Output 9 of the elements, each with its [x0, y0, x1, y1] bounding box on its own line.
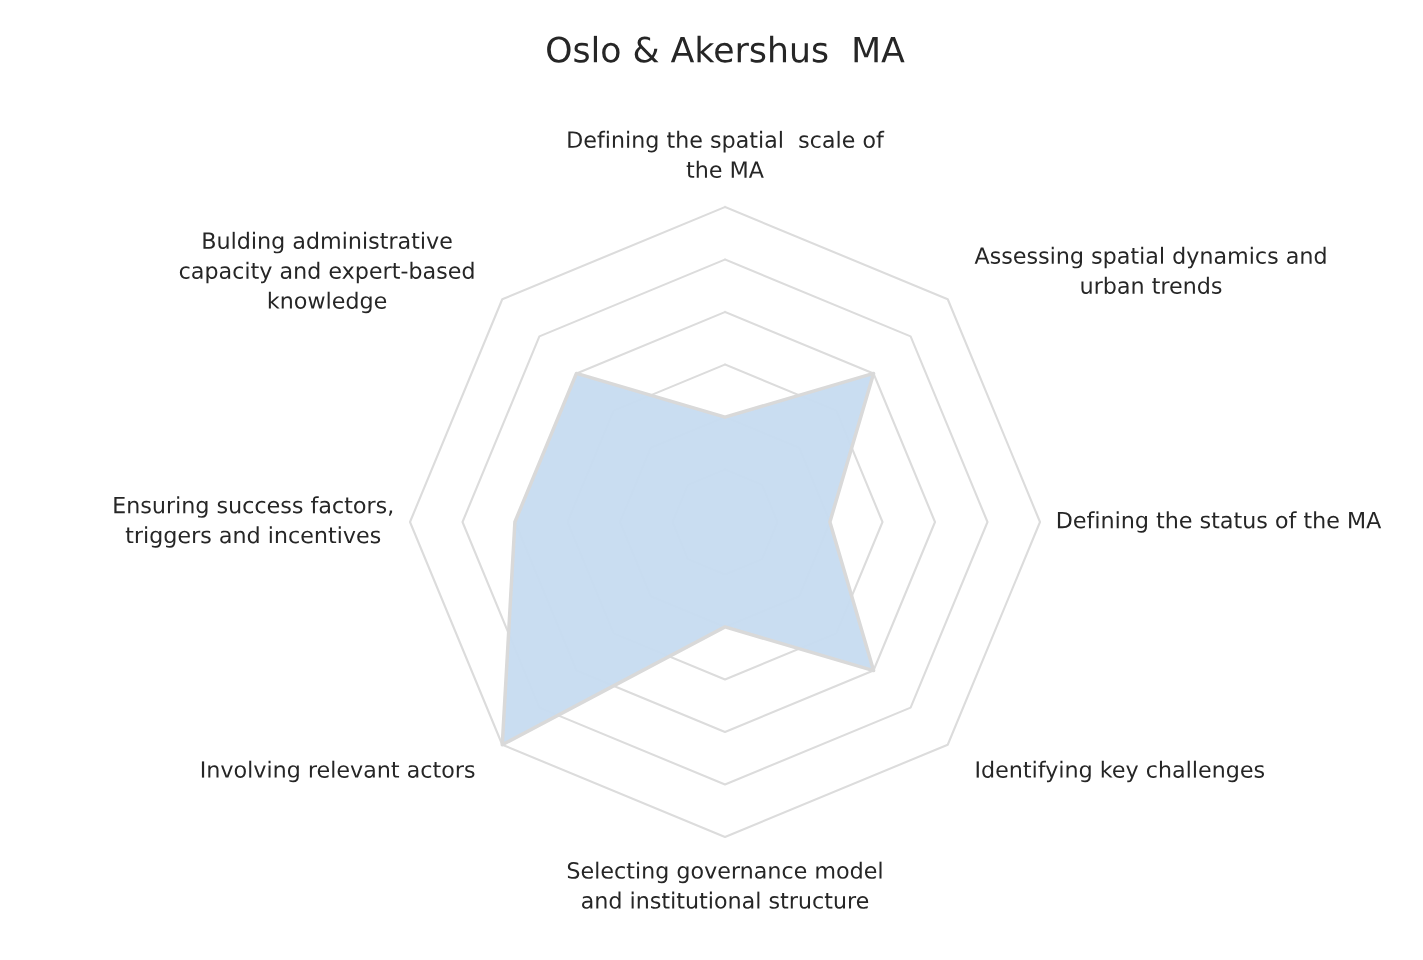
spoke-label: Defining the spatial scale of the MA [568, 130, 885, 179]
chart-title: Oslo & Akershus MA [547, 35, 905, 63]
spoke-label: Defining the status of the MA [1057, 511, 1382, 533]
spoke-label: Identifying key challenges [976, 760, 1265, 783]
spoke-label: Selecting governance model and institutional structure [567, 861, 882, 909]
spoke-label: Assessing spatial dynamics and urban trends [974, 246, 1326, 294]
spoke-label: Involving relevant actors [201, 760, 475, 783]
spoke-label: Bulding administrative capacity and expert-based knowledge [179, 231, 474, 314]
spoke-label: Ensuring success factors, triggers and incentives [114, 496, 393, 548]
